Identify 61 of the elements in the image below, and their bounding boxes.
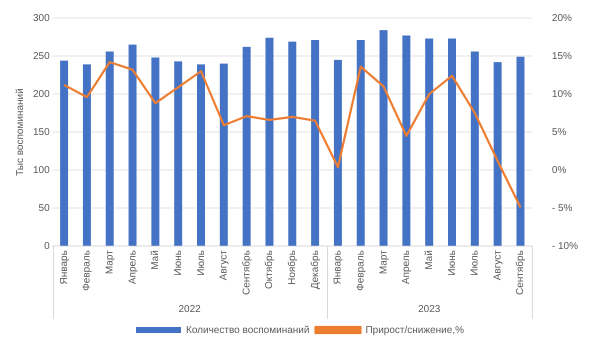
x-tick-label: Март	[378, 250, 390, 274]
bar	[288, 42, 296, 246]
y2-tick-label: 10%	[552, 88, 572, 100]
bar	[494, 62, 502, 246]
x-tick-label: Май	[424, 250, 435, 270]
bar	[128, 44, 137, 246]
y-tick-label: 300	[32, 12, 50, 24]
bar	[197, 64, 205, 246]
bar	[60, 60, 68, 246]
x-tick-label: Июль	[196, 250, 207, 276]
x-tick-label: Январь	[332, 250, 344, 284]
text: 2022	[178, 304, 202, 315]
y2-tick-label: 20%	[552, 12, 572, 24]
bar	[448, 38, 456, 246]
bar	[242, 46, 251, 246]
y-tick-label: 100	[32, 164, 50, 176]
bar	[402, 35, 410, 246]
x-tick-label: Июль	[470, 250, 481, 276]
x-tick-label: Июнь	[172, 250, 184, 276]
text: 2023	[418, 304, 441, 315]
bar	[470, 51, 479, 246]
x-tick-label: Февраль	[82, 250, 93, 291]
y2-tick-label: 5%	[552, 126, 566, 138]
x-tick-label: Апрель	[401, 250, 412, 284]
bar	[425, 38, 434, 246]
bar	[265, 38, 274, 246]
y2-tick-label: 0%	[552, 164, 566, 176]
x-tick-label: Ноябрь	[287, 250, 298, 285]
x-tick-label: Май	[150, 250, 162, 270]
y-tick-label: 250	[32, 50, 50, 62]
bar	[311, 40, 320, 246]
x-tick-label: Апрель	[127, 250, 138, 284]
y-axis-title: Тыс воспоминаний	[14, 88, 26, 176]
bar	[356, 40, 365, 246]
y-tick-label: 150	[32, 126, 50, 138]
x-tick-label: Август	[492, 250, 504, 280]
bar	[151, 58, 160, 246]
y-tick-label: 50	[38, 202, 50, 214]
bar	[220, 64, 228, 246]
x-tick-label: Январь	[58, 250, 70, 284]
legend-label: Прирост/снижение,%	[365, 324, 464, 336]
bar	[106, 51, 114, 246]
x-tick-label: Август	[218, 250, 230, 280]
y-tick-label: 200	[32, 88, 50, 100]
y-tick-label: 0	[44, 240, 50, 252]
bar	[174, 61, 182, 246]
bar	[380, 30, 388, 246]
x-tick-label: Сентябрь	[515, 250, 526, 296]
x-tick-label: Октябрь	[264, 250, 276, 289]
x-tick-label: Февраль	[355, 250, 366, 291]
x-tick-label: Март	[104, 250, 116, 274]
y2-tick-label: - 5%	[552, 202, 573, 214]
y2-tick-label: - 10%	[552, 240, 578, 252]
x-tick-label: Июнь	[446, 250, 458, 276]
legend-label: Количество воспоминаний	[186, 324, 310, 336]
y2-tick-label: 15%	[552, 50, 572, 62]
x-tick-label: Сентябрь	[241, 250, 252, 296]
bar	[516, 56, 524, 246]
x-tick-label: Декабрь	[310, 250, 321, 290]
bar	[82, 64, 91, 246]
bar	[334, 60, 342, 246]
